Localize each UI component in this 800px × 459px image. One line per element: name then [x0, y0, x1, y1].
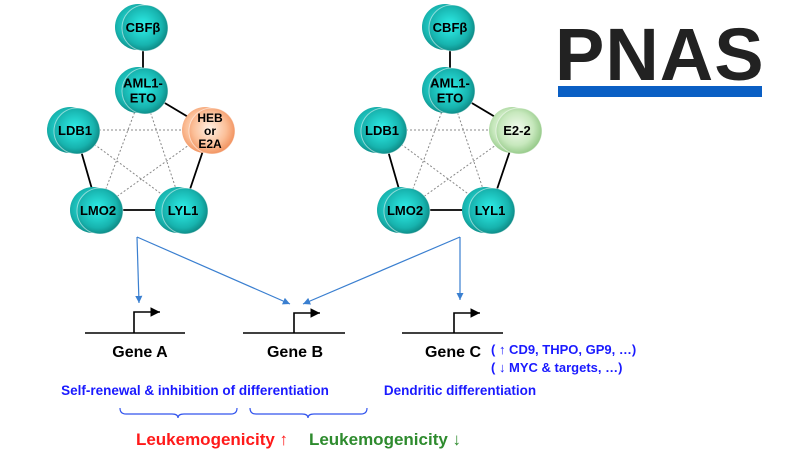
node-lyl1: LYL1: [462, 187, 516, 235]
pnas-logo: PNAS: [555, 13, 765, 97]
node-ldb1: LDB1: [354, 107, 408, 155]
node-label: LMO2: [387, 203, 423, 218]
node-circle: [53, 107, 101, 155]
node-label: CBFβ: [433, 20, 468, 35]
node-label: LMO2: [80, 203, 116, 218]
node-lyl1: LYL1: [155, 187, 209, 235]
node-circle: [188, 107, 236, 155]
node-circle: [161, 187, 209, 235]
node-label: HEB: [197, 111, 223, 125]
logo-bar: [558, 86, 762, 97]
node-circle: [76, 187, 124, 235]
brace-right: [249, 407, 368, 419]
node-aml1: AML1-ETO: [115, 67, 169, 115]
node-cbfb: CBFβ: [422, 4, 476, 52]
node-label: CBFβ: [126, 20, 161, 35]
node-circle: [495, 107, 543, 155]
node-circle: [121, 4, 169, 52]
brace-left: [119, 407, 238, 419]
weak-interaction-line: [404, 129, 518, 211]
node-label: LYL1: [168, 203, 199, 218]
leukemogenicity-up: Leukemogenicity ↑: [136, 430, 288, 449]
node-label: LYL1: [475, 203, 506, 218]
gene-c-downregulated: ( ↓ MYC & targets, …): [491, 360, 622, 375]
node-label: or: [204, 124, 216, 138]
weak-interaction-line: [97, 129, 211, 211]
leukemogenicity-down: Leukemogenicity ↓: [309, 430, 461, 449]
node-circle: [468, 187, 516, 235]
complex-network-right: CBFβ AML1-ETO LDB1 E2-2 LMO2 LYL1: [354, 4, 543, 235]
node-circle: [428, 4, 476, 52]
node-lmo2: LMO2: [377, 187, 431, 235]
gene-a: Gene A: [85, 307, 185, 361]
node-circle: [121, 67, 169, 115]
node-ldb1: LDB1: [47, 107, 101, 155]
node-label: LDB1: [365, 123, 399, 138]
node-label: E2A: [198, 137, 222, 151]
logo-text: PNAS: [555, 13, 765, 96]
node-label: AML1-: [430, 76, 470, 91]
arrow-left-to-gene-a: [135, 236, 143, 304]
outcome-self-renewal: Self-renewal & inhibition of differentia…: [61, 383, 329, 398]
node-label: ETO: [130, 91, 157, 106]
node-lmo2: LMO2: [70, 187, 124, 235]
node-label: AML1-: [123, 76, 163, 91]
node-eprot: E2-2: [489, 107, 543, 155]
gene-c-label: Gene C: [425, 344, 481, 361]
gene-c-upregulated: ( ↑ CD9, THPO, GP9, …): [491, 342, 636, 357]
node-label: LDB1: [58, 123, 92, 138]
node-circle: [383, 187, 431, 235]
gene-c: Gene C: [402, 308, 503, 361]
node-cbfb: CBFβ: [115, 4, 169, 52]
gene-b: Gene B: [243, 308, 345, 361]
node-aml1: AML1-ETO: [422, 67, 476, 115]
regulation-arrows: [135, 236, 464, 305]
gene-a-label: Gene A: [112, 344, 168, 361]
node-circle: [360, 107, 408, 155]
node-label: ETO: [437, 91, 464, 106]
arrow-left-to-gene-b: [136, 236, 291, 305]
gene-b-label: Gene B: [267, 344, 323, 361]
arrow-right-to-gene-b: [302, 236, 461, 305]
node-circle: [428, 67, 476, 115]
outcome-dendritic: Dendritic differentiation: [384, 383, 536, 398]
node-label: E2-2: [503, 123, 530, 138]
